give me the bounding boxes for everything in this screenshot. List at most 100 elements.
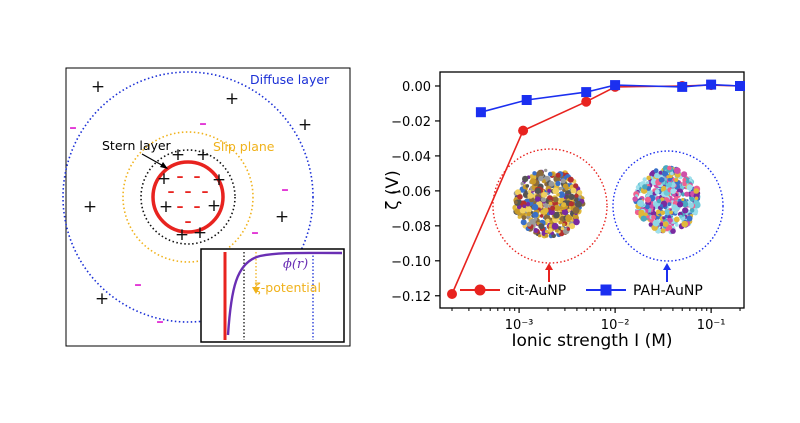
atom-dot <box>547 188 552 193</box>
atom-dot <box>545 229 549 234</box>
atom-dot <box>575 200 582 208</box>
potential-curve <box>226 251 343 336</box>
atom-dot <box>637 199 645 207</box>
cation-plus-glyph: + <box>175 225 189 245</box>
anion-minus-glyph: – <box>69 118 77 136</box>
y-tick-label: −0.04 <box>391 150 431 165</box>
atom-dot <box>572 213 579 220</box>
atom-dot <box>555 180 561 187</box>
atom-dot <box>525 206 532 213</box>
atom-dot <box>515 189 521 196</box>
atom-dot <box>533 217 538 221</box>
x-axis: 10⁻³ 10⁻² 10⁻¹ <box>451 308 741 333</box>
atom-dot <box>664 214 668 219</box>
atom-dot <box>653 168 659 174</box>
slip-plane-circle <box>122 131 254 263</box>
atom-dot <box>568 201 575 207</box>
diffuse-layer-label: Diffuse layer <box>250 72 330 87</box>
atom-dot <box>540 197 547 203</box>
atom-dot <box>534 196 541 202</box>
atom-dot <box>527 189 532 194</box>
atom-dot <box>664 209 671 216</box>
atom-dot <box>652 219 660 227</box>
atom-dot <box>553 204 560 212</box>
atom-dot <box>632 196 638 202</box>
y-tick-label: −0.10 <box>391 255 431 270</box>
atom-dot <box>666 175 670 179</box>
chart-legend: cit-AuNP PAH-AuNP <box>460 283 703 299</box>
legend-pah-label: PAH-AuNP <box>633 283 703 299</box>
atom-dot <box>659 204 664 208</box>
atom-dot <box>544 234 549 238</box>
atom-dot <box>565 214 572 222</box>
cation-plus-glyph: + <box>275 207 289 227</box>
atom-dot <box>548 228 553 233</box>
atom-dot <box>561 223 566 227</box>
legend-pah-marker <box>600 284 612 296</box>
atom-dot <box>689 197 695 202</box>
y-tick-label: 0.00 <box>402 80 431 95</box>
atom-dot <box>642 177 647 182</box>
atom-dot <box>656 198 662 204</box>
atom-dot <box>522 175 529 183</box>
atom-dot <box>660 210 666 216</box>
atom-dot <box>573 183 579 189</box>
stern-layer-label: Stern layer <box>102 138 172 153</box>
atom-dot <box>686 215 693 222</box>
atom-dot <box>566 227 571 231</box>
atom-dot <box>555 172 561 178</box>
surface-charge-glyph: – <box>202 184 209 200</box>
atom-dot <box>645 204 650 210</box>
potential-inset-frame <box>200 248 345 343</box>
pah-aunp-particle <box>632 165 701 235</box>
atom-dot <box>531 203 539 211</box>
legend-cit-label: cit-AuNP <box>507 283 566 299</box>
atom-dot <box>654 189 660 195</box>
atom-dot <box>524 190 528 194</box>
atom-dot <box>542 207 549 214</box>
atom-dot <box>693 188 700 194</box>
zeta-chart: 0.00−0.02−0.04−0.06−0.08−0.10−0.12 10⁻³ 1… <box>383 71 745 351</box>
atom-dot <box>578 195 582 199</box>
atom-dot <box>544 168 548 173</box>
series-layer <box>447 79 745 299</box>
anion-minus-glyph: – <box>199 114 207 132</box>
cation-plus-glyph: + <box>212 170 226 190</box>
pah-data-point <box>735 81 745 91</box>
cation-plus-glyph: + <box>91 77 105 97</box>
atom-dot <box>693 201 701 209</box>
legend-cit-marker <box>474 284 486 296</box>
phi-label: ϕ(r) <box>283 257 308 272</box>
atom-dot <box>658 177 665 183</box>
atom-dot <box>682 207 689 214</box>
atom-dot <box>645 181 650 185</box>
cation-plus-glyph: + <box>298 115 312 135</box>
cation-plus-glyph: + <box>207 196 221 216</box>
atom-dot <box>526 211 532 217</box>
cit-data-point <box>447 289 457 299</box>
atom-dot <box>552 187 560 195</box>
atom-dot <box>638 209 645 217</box>
atom-dot <box>667 202 672 207</box>
atom-dot <box>635 185 640 190</box>
atom-dot <box>525 184 530 188</box>
atom-dot <box>550 205 556 211</box>
zeta-potential-label: ζ-potential <box>254 280 321 295</box>
pah-data-point <box>706 79 717 90</box>
atom-dot <box>642 184 648 190</box>
atom-dot <box>653 201 659 207</box>
atom-dot <box>561 209 569 216</box>
cation-plus-glyph: + <box>157 169 171 189</box>
atom-dot <box>517 215 522 219</box>
atom-dot <box>562 183 569 189</box>
atom-dot <box>573 218 580 226</box>
atom-dot <box>538 175 544 182</box>
atom-dot <box>570 187 577 194</box>
atom-dot <box>527 192 534 199</box>
atom-dot <box>670 188 677 195</box>
atom-dot <box>534 187 542 194</box>
atom-dot <box>686 184 693 191</box>
atom-dot <box>539 214 544 218</box>
atom-dot <box>549 220 553 224</box>
